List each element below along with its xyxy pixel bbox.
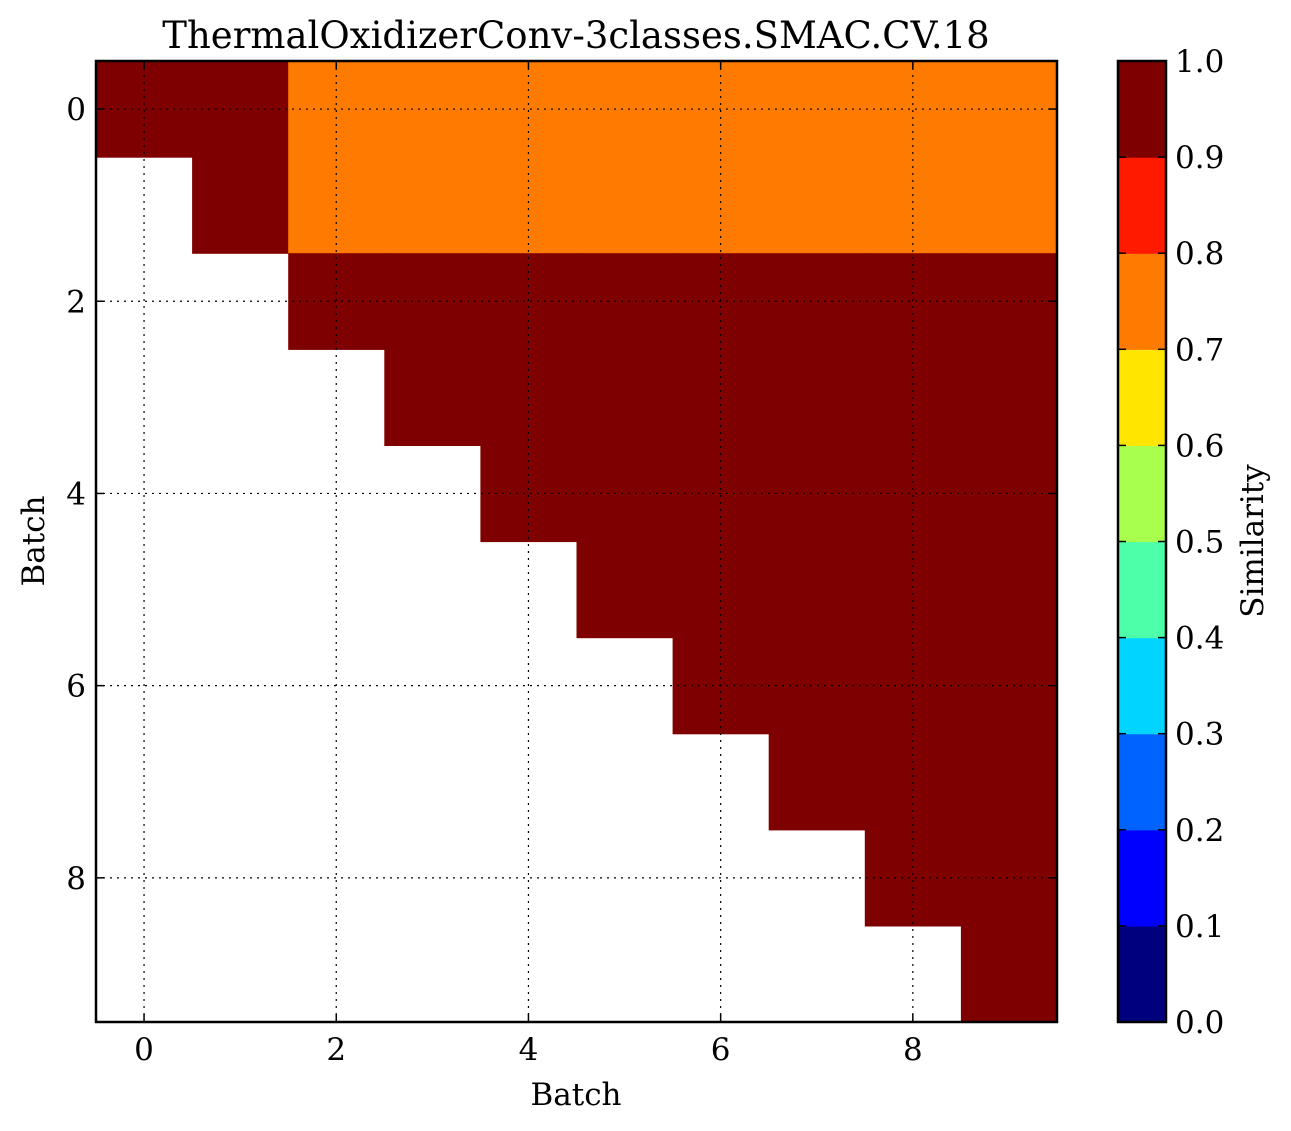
heatmap-cell bbox=[480, 445, 578, 543]
heatmap-cell bbox=[960, 157, 1058, 254]
heatmap-cell bbox=[576, 253, 674, 350]
heatmap-cell bbox=[384, 157, 481, 254]
x-tick-label: 6 bbox=[711, 1032, 731, 1068]
colorbar-segment bbox=[1118, 61, 1166, 158]
y-tick-label: 4 bbox=[66, 476, 86, 512]
heatmap-cell bbox=[672, 541, 770, 639]
colorbar-tick-label: 0.1 bbox=[1175, 909, 1224, 945]
colorbar-tick-label: 0.3 bbox=[1175, 717, 1224, 753]
heatmap-cell bbox=[192, 157, 289, 254]
x-tick-label: 4 bbox=[519, 1032, 539, 1068]
heatmap-cell bbox=[768, 733, 866, 831]
colorbar-segment bbox=[1118, 925, 1166, 1023]
colorbar-tick-label: 0.4 bbox=[1175, 621, 1224, 657]
x-tick-label: 0 bbox=[134, 1032, 154, 1068]
colorbar-tick-label: 0.0 bbox=[1175, 1005, 1224, 1041]
colorbar-segment bbox=[1118, 445, 1166, 543]
x-axis-ticks: 0 2 4 6 8 bbox=[134, 61, 923, 1068]
heatmap-cell bbox=[864, 829, 962, 927]
colorbar-segment bbox=[1118, 733, 1166, 831]
colorbar-segment bbox=[1118, 157, 1166, 254]
heatmap-cell bbox=[768, 541, 866, 639]
heatmap-cell bbox=[768, 349, 866, 446]
colorbar-tick-label: 0.5 bbox=[1175, 525, 1224, 561]
y-tick-label: 0 bbox=[66, 92, 86, 128]
colorbar-tick-label: 0.9 bbox=[1175, 140, 1224, 176]
y-axis-label: Batch bbox=[16, 495, 52, 586]
heatmap-cell bbox=[576, 61, 674, 158]
x-tick-label: 8 bbox=[903, 1032, 923, 1068]
heatmap-cell bbox=[960, 253, 1058, 350]
heatmap-cell bbox=[960, 61, 1058, 158]
heatmap-cell bbox=[192, 61, 289, 158]
heatmap-cell bbox=[864, 157, 962, 254]
colorbar bbox=[1118, 61, 1166, 1023]
colorbar-segment bbox=[1118, 349, 1166, 446]
colorbar-ticks: 0.0 0.1 0.2 0.3 0.4 0.5 0.6 0.7 0.8 0.9 1.0 bbox=[1118, 44, 1224, 1041]
heatmap-cell bbox=[864, 541, 962, 639]
colorbar-segment bbox=[1118, 829, 1166, 927]
heatmap-cell bbox=[384, 349, 481, 446]
colorbar-tick-label: 0.8 bbox=[1175, 236, 1224, 272]
colorbar-segment bbox=[1118, 253, 1166, 350]
colorbar-tick-label: 1.0 bbox=[1175, 44, 1224, 80]
heatmap-cell bbox=[960, 829, 1058, 927]
colorbar-segment bbox=[1118, 637, 1166, 735]
colorbar-tick-label: 0.7 bbox=[1175, 332, 1224, 368]
heatmap-cell bbox=[960, 925, 1058, 1023]
heatmap-cell bbox=[288, 61, 385, 158]
y-tick-label: 2 bbox=[66, 284, 86, 320]
heatmap-cell bbox=[960, 349, 1058, 446]
y-tick-label: 6 bbox=[66, 669, 86, 705]
heatmap-cell bbox=[288, 157, 385, 254]
x-axis-label: Batch bbox=[530, 1077, 621, 1113]
heatmap-cell bbox=[288, 253, 385, 350]
x-tick-label: 2 bbox=[326, 1032, 346, 1068]
heatmap-cell bbox=[96, 61, 193, 158]
colorbar-label: Similarity bbox=[1235, 464, 1271, 618]
y-tick-label: 8 bbox=[66, 861, 86, 897]
y-axis-ticks: 0 2 4 6 8 bbox=[66, 92, 1057, 897]
heatmap-cell bbox=[960, 637, 1058, 735]
heatmap-cell bbox=[576, 157, 674, 254]
heatmap-cell bbox=[576, 445, 674, 543]
heatmap-cell bbox=[576, 349, 674, 446]
heatmap-cell bbox=[864, 445, 962, 543]
heatmap-cell bbox=[672, 157, 770, 254]
colorbar-tick-label: 0.6 bbox=[1175, 428, 1224, 464]
plot-frame bbox=[94, 59, 1059, 1024]
heatmap-cell bbox=[480, 157, 578, 254]
heatmap-cell bbox=[960, 733, 1058, 831]
colorbar-segment bbox=[1118, 541, 1166, 639]
heatmap-cells bbox=[96, 61, 1058, 1023]
colorbar-tick-label: 0.2 bbox=[1175, 813, 1224, 849]
heatmap-cell bbox=[960, 541, 1058, 639]
chart-title: ThermalOxidizerConv-3classes.SMAC.CV.18 bbox=[162, 14, 989, 57]
heatmap-cell bbox=[768, 157, 866, 254]
heatmap-cell bbox=[576, 541, 674, 639]
heatmap-cell bbox=[960, 445, 1058, 543]
